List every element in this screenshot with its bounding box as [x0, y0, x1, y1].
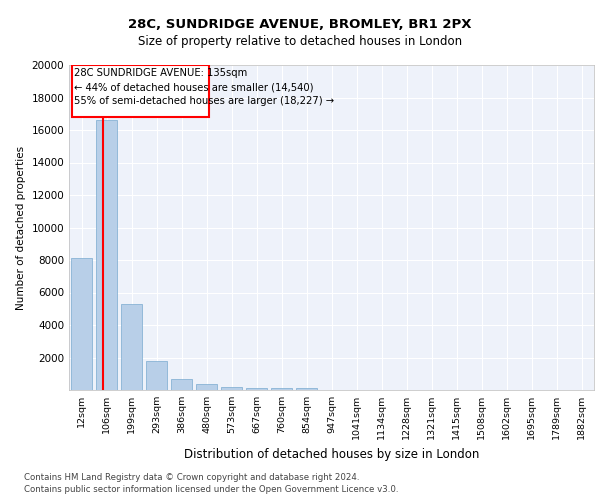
Bar	[121, 304, 142, 390]
Y-axis label: Number of detached properties: Number of detached properties	[16, 146, 26, 310]
X-axis label: Distribution of detached houses by size in London: Distribution of detached houses by size …	[184, 448, 479, 460]
Text: Contains HM Land Registry data © Crown copyright and database right 2024.: Contains HM Land Registry data © Crown c…	[24, 472, 359, 482]
Text: Size of property relative to detached houses in London: Size of property relative to detached ho…	[138, 35, 462, 48]
FancyBboxPatch shape	[71, 65, 209, 117]
Bar	[271, 388, 292, 390]
Bar	[196, 384, 217, 390]
Text: 28C SUNDRIDGE AVENUE: 135sqm
← 44% of detached houses are smaller (14,540)
55% o: 28C SUNDRIDGE AVENUE: 135sqm ← 44% of de…	[74, 68, 334, 106]
Bar	[221, 387, 242, 390]
Bar	[146, 361, 167, 390]
Bar	[296, 388, 317, 390]
Bar	[171, 378, 192, 390]
Bar	[71, 258, 92, 390]
Bar	[246, 388, 267, 390]
Text: 28C, SUNDRIDGE AVENUE, BROMLEY, BR1 2PX: 28C, SUNDRIDGE AVENUE, BROMLEY, BR1 2PX	[128, 18, 472, 30]
Bar	[96, 120, 117, 390]
Text: Contains public sector information licensed under the Open Government Licence v3: Contains public sector information licen…	[24, 485, 398, 494]
